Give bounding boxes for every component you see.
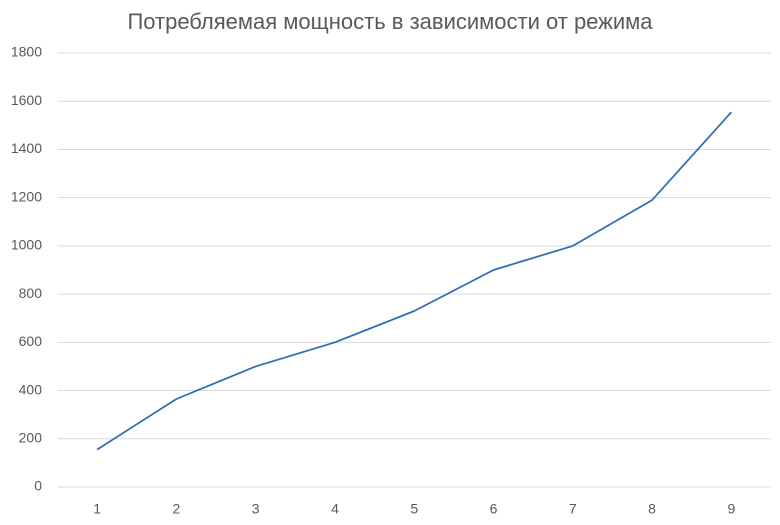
y-tick-label: 600	[19, 333, 43, 349]
y-tick-label: 1600	[11, 92, 42, 108]
x-tick-label: 1	[93, 501, 101, 517]
y-tick-label: 1800	[11, 44, 42, 60]
x-tick-label: 4	[331, 501, 339, 517]
y-tick-label: 1000	[11, 237, 42, 253]
x-tick-label: 7	[569, 501, 577, 517]
x-tick-label: 9	[727, 501, 735, 517]
x-tick-label: 6	[490, 501, 498, 517]
x-tick-label: 8	[648, 501, 656, 517]
data-line	[96, 111, 733, 451]
x-tick-label: 5	[410, 501, 418, 517]
y-tick-label: 400	[19, 381, 43, 397]
y-tick-label: 0	[34, 478, 42, 494]
y-tick-label: 800	[19, 285, 43, 301]
y-tick-label: 200	[19, 429, 43, 445]
x-tick-label: 3	[252, 501, 260, 517]
y-tick-label: 1400	[11, 140, 42, 156]
x-tick-label: 2	[173, 501, 181, 517]
y-tick-label: 1200	[11, 188, 42, 204]
chart-title: Потребляемая мощность в зависимости от р…	[127, 9, 653, 34]
